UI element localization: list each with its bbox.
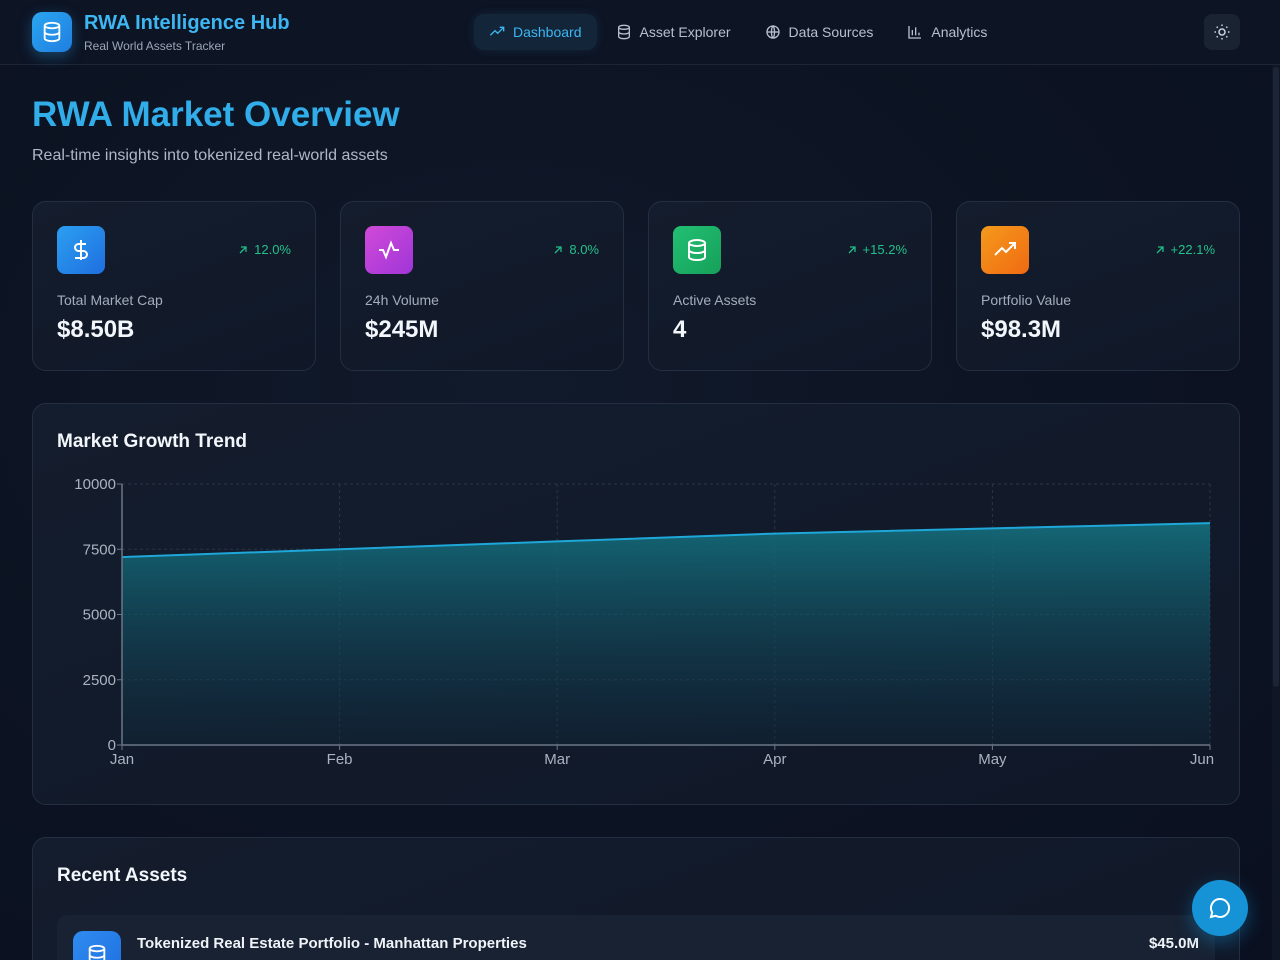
asset-icon-box	[73, 931, 121, 960]
chat-bubble-icon	[1209, 897, 1231, 919]
stat-icon-box	[365, 226, 413, 274]
dollar-icon	[74, 240, 88, 260]
nav-label: Dashboard	[513, 24, 582, 40]
x-tick-label: Jan	[110, 751, 134, 768]
scrollbar-thumb[interactable]	[1273, 67, 1279, 687]
trending-up-icon	[489, 26, 505, 36]
y-tick-label: 7500	[83, 541, 116, 558]
stat-value: 4	[673, 316, 687, 343]
theme-toggle-button[interactable]	[1204, 14, 1240, 50]
x-tick-label: Jun	[1190, 751, 1214, 768]
database-icon	[617, 24, 630, 40]
stat-value: $98.3M	[981, 316, 1062, 343]
database-icon	[43, 21, 61, 43]
x-tick-label: Apr	[763, 751, 786, 768]
main-nav: Dashboard Asset Explorer Data Sources An…	[474, 14, 1002, 50]
sun-icon	[1214, 24, 1230, 40]
nav-label: Analytics	[931, 24, 988, 40]
stat-change: +15.2%	[846, 242, 907, 257]
recent-assets-title: Recent Assets	[57, 865, 188, 886]
stat-label: 24h Volume	[365, 292, 439, 308]
stat-card-active-assets[interactable]: +15.2% Active Assets 4	[648, 201, 932, 371]
y-tick-label: 0	[108, 737, 116, 754]
stat-change: 12.0%	[237, 242, 291, 257]
top-navbar: RWA Intelligence Hub Real World Assets T…	[0, 0, 1280, 65]
market-growth-chart: 0 2500 5000 7500 10000 Jan Feb Mar Apr May Jun	[74, 476, 1214, 768]
asset-name: Tokenized Real Estate Portfolio - Manhat…	[137, 935, 527, 952]
arrow-up-right-icon	[848, 245, 856, 253]
stat-label: Total Market Cap	[57, 292, 163, 308]
page-subtitle: Real-time insights into tokenized real-w…	[32, 147, 388, 164]
stat-change: 8.0%	[552, 242, 599, 257]
logo[interactable]	[32, 12, 72, 52]
x-tick-label: Feb	[327, 751, 353, 768]
area-fill	[122, 523, 1210, 745]
database-icon	[88, 944, 106, 960]
stat-icon-box	[981, 226, 1029, 274]
chart-title: Market Growth Trend	[57, 431, 248, 452]
recent-assets-panel: Recent Assets Tokenized Real Estate Port…	[32, 837, 1240, 960]
nav-label: Data Sources	[788, 24, 874, 40]
trending-up-icon	[994, 242, 1016, 256]
stat-icon-box	[673, 226, 721, 274]
page-title: RWA Market Overview	[32, 95, 400, 134]
brand-subtitle: Real World Assets Tracker	[84, 39, 226, 53]
stat-change-value: 12.0%	[254, 242, 291, 257]
nav-data-sources[interactable]: Data Sources	[750, 14, 889, 50]
stat-card-market-cap[interactable]: 12.0% Total Market Cap $8.50B	[32, 201, 316, 371]
database-icon	[688, 239, 706, 262]
arrow-up-right-icon	[239, 245, 247, 253]
stat-label: Portfolio Value	[981, 292, 1072, 308]
stat-icon-box	[57, 226, 105, 274]
asset-value: $45.0M	[1148, 935, 1199, 952]
stat-card-volume[interactable]: 8.0% 24h Volume $245M	[340, 201, 624, 371]
asset-row[interactable]: Tokenized Real Estate Portfolio - Manhat…	[57, 915, 1215, 960]
stat-label: Active Assets	[673, 292, 757, 308]
globe-icon	[765, 25, 780, 39]
market-growth-panel: Market Growth Trend 0 2500 5000 7500 10000 Ja…	[32, 403, 1240, 805]
stat-value: $245M	[365, 316, 439, 343]
brand-title: RWA Intelligence Hub	[84, 12, 290, 34]
chart-axes: 0 2500 5000 7500 10000 Jan Feb Mar Apr May Jun	[74, 476, 1214, 768]
stat-change-value: +15.2%	[862, 242, 907, 257]
stat-value: $8.50B	[57, 316, 135, 343]
y-tick-label: 2500	[83, 672, 116, 689]
nav-analytics[interactable]: Analytics	[892, 14, 1002, 50]
nav-label: Asset Explorer	[639, 24, 731, 40]
y-tick-label: 10000	[74, 476, 116, 493]
activity-icon	[379, 240, 399, 260]
y-tick-label: 5000	[83, 607, 116, 624]
x-tick-label: May	[978, 751, 1007, 768]
nav-asset-explorer[interactable]: Asset Explorer	[601, 14, 746, 50]
arrow-up-right-icon	[1156, 245, 1164, 253]
chat-button[interactable]	[1192, 880, 1248, 936]
stat-change-value: 8.0%	[569, 242, 599, 257]
x-tick-label: Mar	[544, 751, 570, 768]
stat-change: +22.1%	[1154, 242, 1215, 257]
bar-chart-icon	[908, 26, 922, 39]
arrow-up-right-icon	[554, 245, 562, 253]
series-line	[121, 522, 1211, 559]
nav-dashboard[interactable]: Dashboard	[474, 14, 597, 50]
stat-card-portfolio-value[interactable]: +22.1% Portfolio Value $98.3M	[956, 201, 1240, 371]
stat-change-value: +22.1%	[1170, 242, 1215, 257]
